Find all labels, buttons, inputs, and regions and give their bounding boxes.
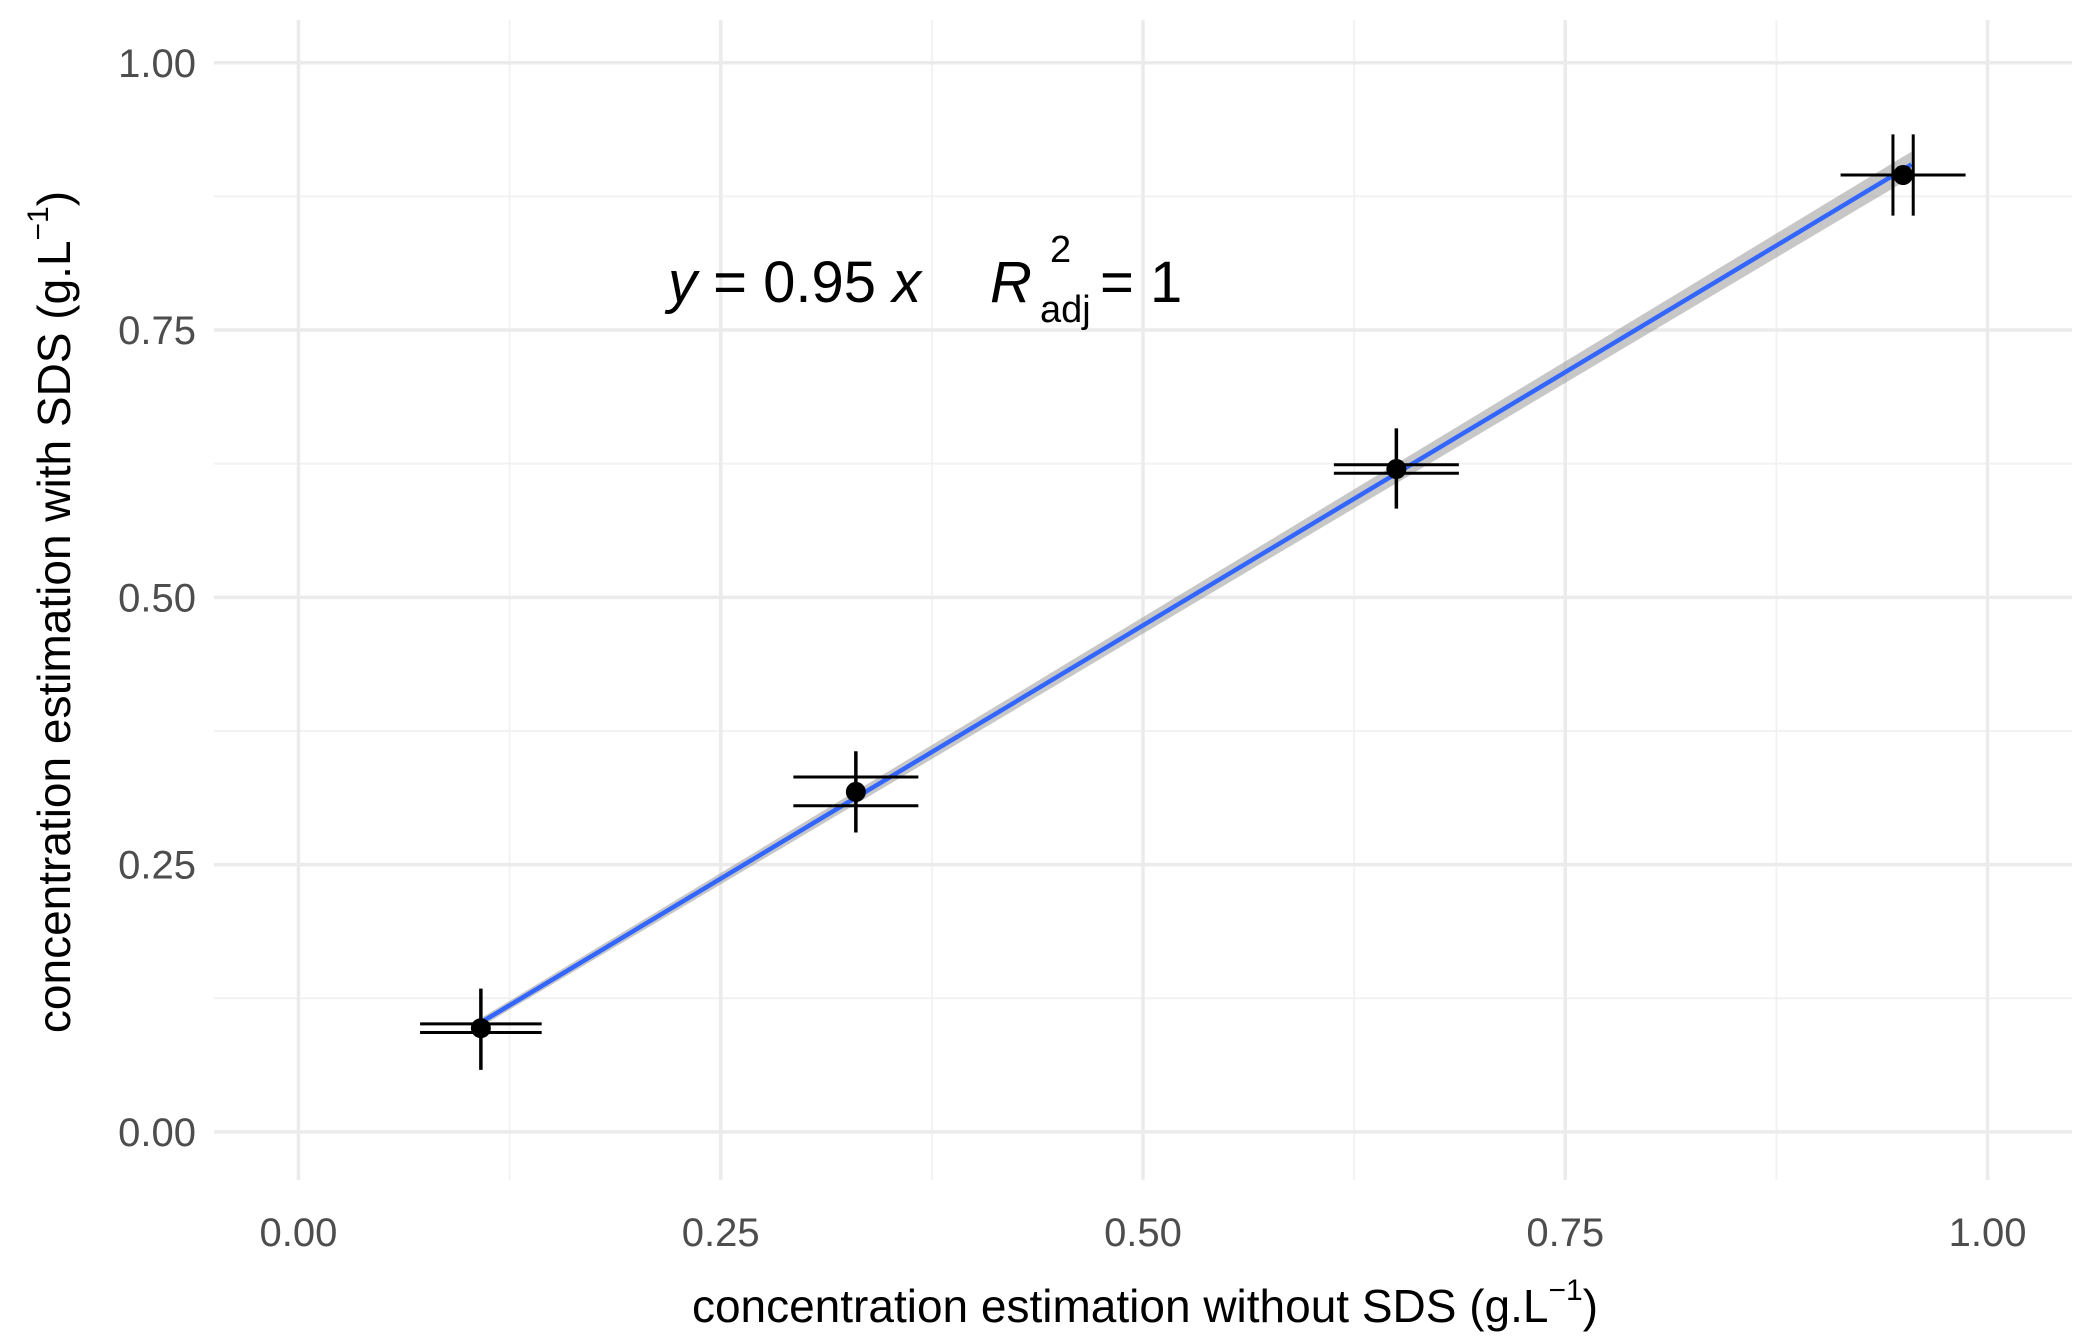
data-point — [1893, 165, 1914, 186]
eq-x: x — [889, 250, 923, 315]
x-tick-label: 0.50 — [1104, 1211, 1182, 1255]
data-points — [420, 134, 1966, 1070]
y-tick-label: 0.75 — [118, 309, 196, 353]
data-point-group — [793, 751, 919, 833]
r-squared-label: R — [990, 250, 1032, 315]
x-tick-label: 1.00 — [1949, 1211, 2027, 1255]
fit-line — [479, 162, 1913, 1025]
data-point-group — [1840, 134, 1966, 216]
data-point-group — [420, 988, 542, 1070]
r-squared-value: = 1 — [1100, 250, 1182, 315]
y-tick-label: 0.50 — [118, 576, 196, 620]
y-tick-label: 0.25 — [118, 844, 196, 888]
data-point — [845, 781, 866, 802]
y-tick-labels: 0.00 0.25 0.50 0.75 1.00 — [118, 42, 196, 1155]
y-tick-label: 1.00 — [118, 42, 196, 86]
eq-body: = 0.95 — [697, 250, 892, 315]
data-point-group — [1333, 428, 1459, 509]
regression-fit — [479, 151, 1913, 1027]
eq-r: R — [990, 250, 1032, 315]
x-tick-labels: 0.00 0.25 0.50 0.75 1.00 — [260, 1211, 2027, 1255]
x-tick-label: 0.25 — [682, 1211, 760, 1255]
data-point — [470, 1018, 491, 1039]
x-tick-label: 0.75 — [1526, 1211, 1604, 1255]
data-point — [1386, 459, 1407, 480]
fit-equation: y = 0.95 x — [664, 250, 923, 315]
y-axis-title: concentration estimation with SDS (g.L−1… — [22, 191, 80, 1033]
r-squared-sub: adj — [1040, 289, 1091, 331]
r-squared-sup: 2 — [1050, 229, 1071, 271]
eq-y: y — [664, 250, 700, 315]
x-axis-title: concentration estimation without SDS (g.… — [692, 1274, 1598, 1332]
major-gridlines — [214, 20, 2072, 1180]
x-tick-label: 0.00 — [260, 1211, 338, 1255]
y-tick-label: 0.00 — [118, 1111, 196, 1155]
